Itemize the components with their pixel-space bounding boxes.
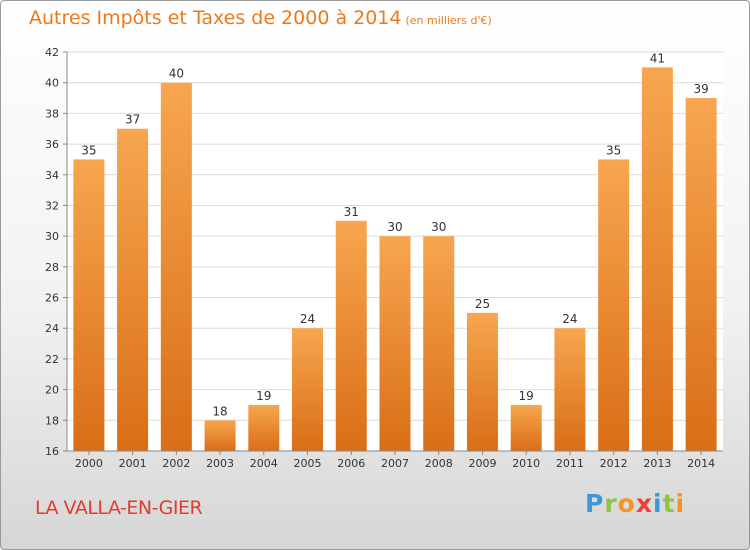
bar: [292, 328, 324, 451]
bar: [598, 159, 630, 451]
x-tick-label: 2009: [468, 457, 496, 470]
bars: 35 37 40 18 19 24 31 30 30 25 19 24 35 41 39: [73, 51, 717, 452]
y-tick-label: 16: [45, 445, 59, 458]
logo-letter: t: [662, 489, 676, 518]
x-tick-label: 2014: [687, 457, 715, 470]
bar-value-label: 40: [169, 67, 184, 81]
x-tick-label: 2007: [381, 457, 409, 470]
x-tick-label: 2010: [512, 457, 540, 470]
y-tick-label: 18: [45, 414, 59, 427]
y-tick-label: 38: [45, 107, 59, 120]
y-tick-label: 28: [45, 261, 59, 274]
y-tick-label: 36: [45, 138, 59, 151]
bar-value-label: 19: [519, 389, 534, 403]
x-tick-label: 2013: [643, 457, 671, 470]
bar-value-label: 35: [81, 143, 96, 157]
bar: [554, 328, 586, 451]
axes: 16 18 20 22 24 26 28 30 32 34 36 38 40 42 2000 2001 2002…: [45, 46, 723, 470]
bar: [335, 220, 367, 451]
x-tick-label: 2003: [206, 457, 234, 470]
x-tick-label: 2000: [75, 457, 103, 470]
bar-value-label: 24: [562, 312, 577, 326]
bar-value-label: 19: [256, 389, 271, 403]
bar: [73, 159, 105, 451]
bar: [204, 420, 236, 451]
x-tick-label: 2008: [425, 457, 453, 470]
bar-value-label: 25: [475, 297, 490, 311]
bar: [117, 128, 149, 451]
bar: [160, 82, 192, 451]
logo-letter: i: [653, 489, 663, 518]
logo-letter: P: [585, 489, 605, 518]
bar: [685, 98, 717, 452]
x-tick-label: 2004: [250, 457, 278, 470]
y-tick-label: 26: [45, 292, 59, 305]
chart-unit-label: (en milliers d'€): [405, 14, 492, 27]
bar-value-label: 30: [431, 220, 446, 234]
proxiti-logo: Proxiti: [585, 489, 685, 518]
bar-value-label: 37: [125, 113, 140, 127]
bar: [510, 404, 542, 451]
x-tick-label: 2011: [556, 457, 584, 470]
bar-value-label: 18: [212, 404, 227, 418]
y-tick-label: 30: [45, 230, 59, 243]
x-tick-label: 2001: [119, 457, 147, 470]
bar: [379, 236, 411, 451]
bar-value-label: 39: [693, 82, 708, 96]
chart-title-text: Autres Impôts et Taxes de 2000 à 2014: [29, 7, 402, 29]
bar-value-label: 41: [650, 51, 665, 65]
bar-value-label: 31: [344, 205, 359, 219]
bar: [641, 67, 673, 451]
logo-letter: r: [604, 489, 618, 518]
y-tick-label: 22: [45, 353, 59, 366]
logo-letter: o: [617, 489, 636, 518]
bar: [466, 312, 498, 451]
y-tick-label: 24: [45, 322, 59, 335]
bar: [248, 404, 280, 451]
bar-value-label: 30: [387, 220, 402, 234]
x-tick-label: 2012: [600, 457, 628, 470]
x-tick-label: 2006: [337, 457, 365, 470]
y-tick-label: 40: [45, 77, 59, 90]
logo-letter: i: [675, 489, 686, 518]
logo-letter: x: [635, 489, 653, 518]
bar-value-label: 35: [606, 143, 621, 157]
y-tick-label: 42: [45, 46, 59, 59]
bar-value-label: 24: [300, 312, 315, 326]
y-tick-label: 32: [45, 199, 59, 212]
bar: [423, 236, 455, 451]
x-tick-label: 2002: [162, 457, 190, 470]
commune-name: LA VALLA-EN-GIER: [35, 497, 203, 519]
chart-title: Autres Impôts et Taxes de 2000 à 2014 (en…: [29, 7, 492, 29]
x-tick-label: 2005: [294, 457, 322, 470]
y-tick-label: 34: [45, 169, 59, 182]
y-tick-label: 20: [45, 384, 59, 397]
